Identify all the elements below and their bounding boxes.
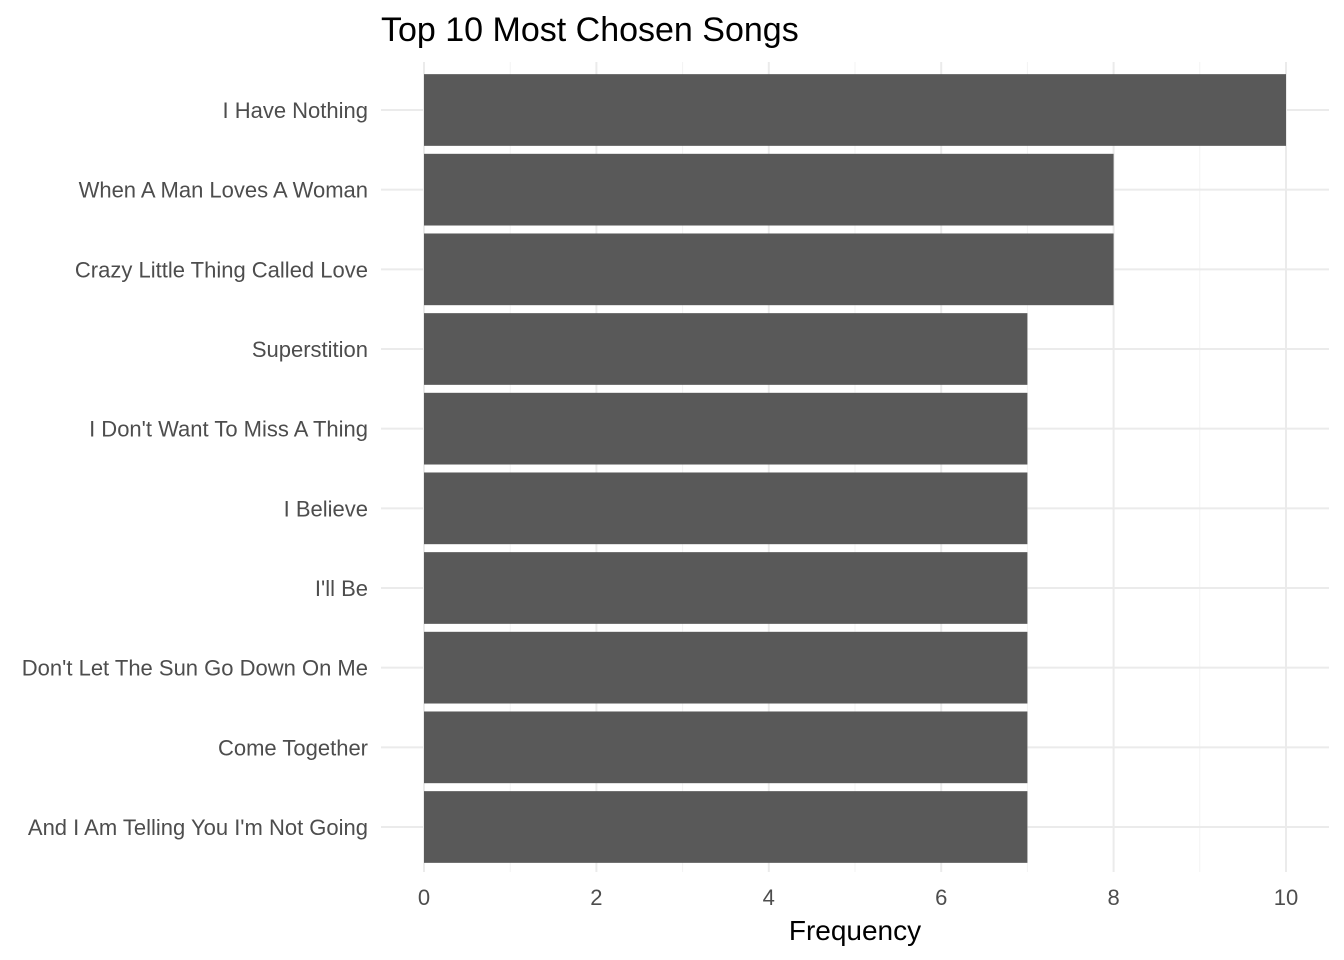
category-label: When A Man Loves A Woman — [79, 178, 368, 203]
bar — [424, 153, 1114, 226]
bar — [424, 313, 1028, 385]
bar — [424, 791, 1028, 863]
category-label: I Believe — [284, 496, 368, 521]
x-tick-label: 2 — [590, 885, 602, 910]
bar — [424, 472, 1028, 545]
category-label: I'll Be — [315, 576, 368, 601]
category-label: I Have Nothing — [222, 98, 368, 123]
x-tick-label: 8 — [1107, 885, 1119, 910]
x-tick-label: 0 — [418, 885, 430, 910]
x-tick-label: 6 — [935, 885, 947, 910]
chart-title: Top 10 Most Chosen Songs — [381, 11, 799, 49]
bar — [424, 552, 1028, 624]
x-axis-tick-labels: 0 2 4 6 8 10 — [418, 885, 1298, 910]
bar — [424, 74, 1286, 146]
category-label: Don't Let The Sun Go Down On Me — [22, 656, 368, 681]
category-label: And I Am Telling You I'm Not Going — [28, 815, 368, 840]
bars — [424, 74, 1286, 863]
x-tick-label: 10 — [1274, 885, 1298, 910]
category-labels: I Have Nothing When A Man Loves A Woman Cr… — [22, 98, 368, 840]
x-tick-label: 4 — [763, 885, 775, 910]
category-label: Superstition — [252, 337, 368, 362]
bar — [424, 392, 1028, 465]
bar — [424, 233, 1114, 306]
bar — [424, 711, 1028, 784]
bar — [424, 631, 1028, 704]
category-label: I Don't Want To Miss A Thing — [89, 417, 368, 442]
category-label: Come Together — [218, 735, 368, 760]
category-label: Crazy Little Thing Called Love — [75, 257, 368, 282]
x-axis-title: Frequency — [789, 915, 921, 946]
